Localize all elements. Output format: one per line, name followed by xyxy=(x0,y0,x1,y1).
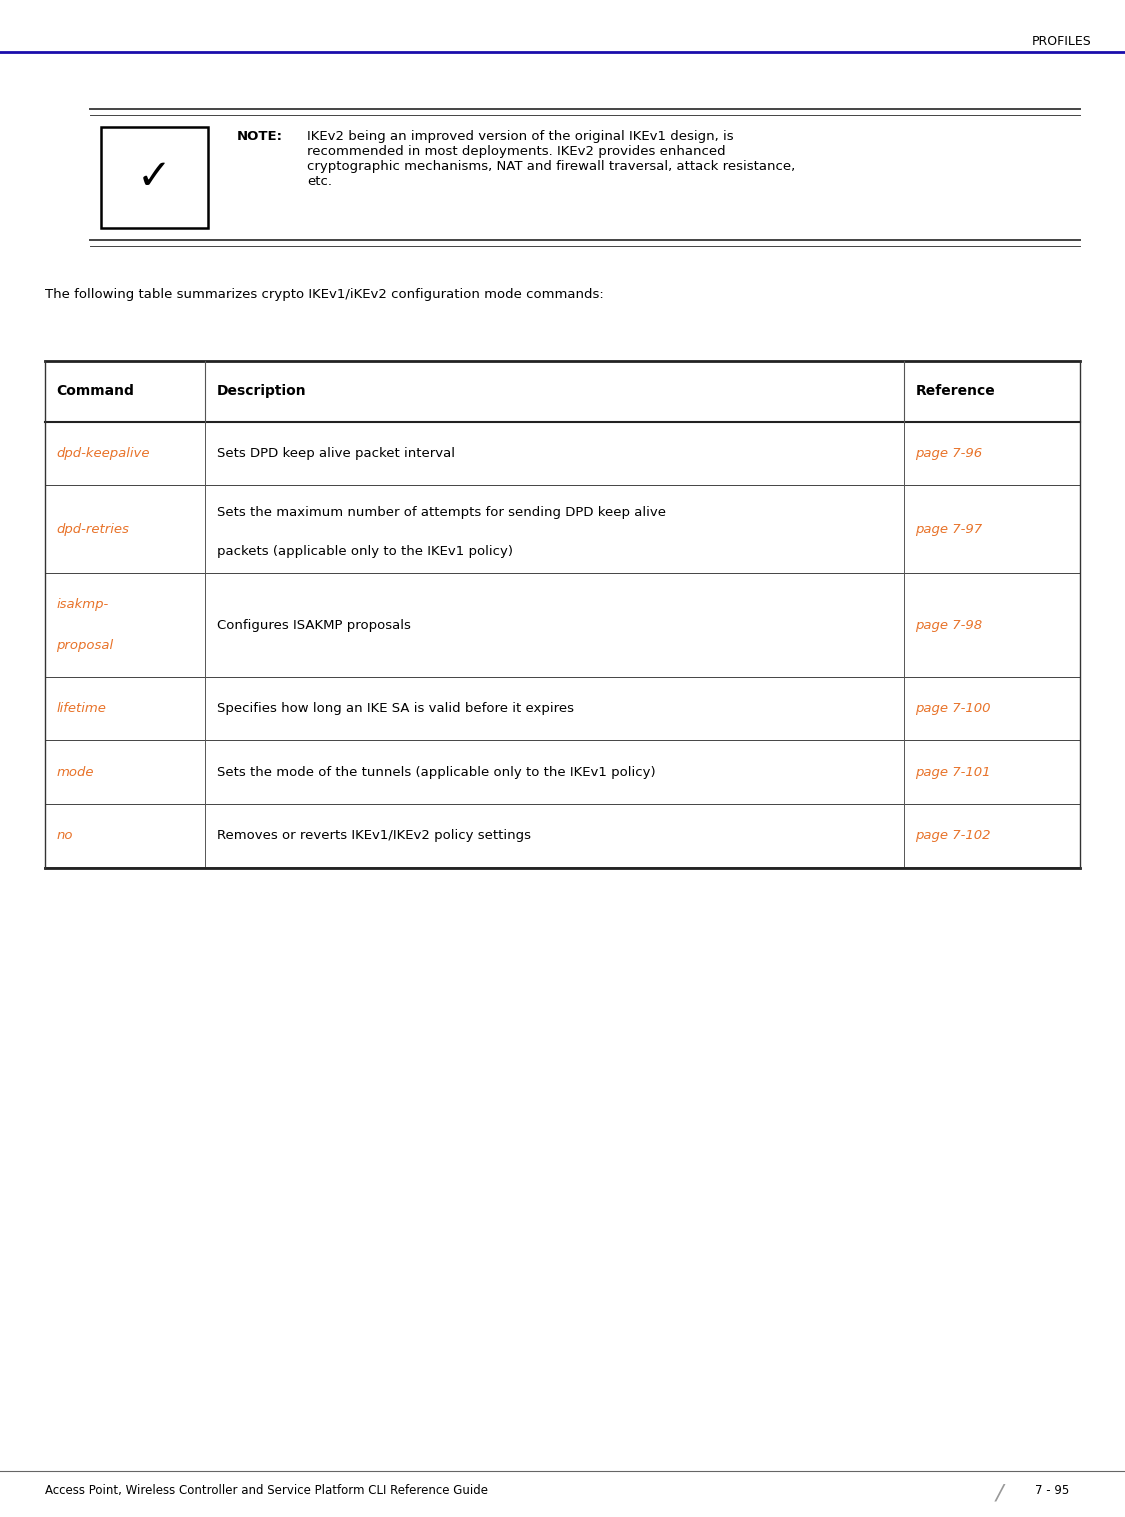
Text: Sets the maximum number of attempts for sending DPD keep alive: Sets the maximum number of attempts for … xyxy=(217,507,666,519)
Text: mode: mode xyxy=(56,766,93,778)
Text: Access Point, Wireless Controller and Service Platform CLI Reference Guide: Access Point, Wireless Controller and Se… xyxy=(45,1484,488,1497)
Text: lifetime: lifetime xyxy=(56,702,106,715)
Text: Command: Command xyxy=(56,384,134,399)
Text: IKEv2 being an improved version of the original IKEv1 design, is
recommended in : IKEv2 being an improved version of the o… xyxy=(307,130,795,188)
Text: 7 - 95: 7 - 95 xyxy=(1035,1484,1069,1497)
Text: proposal: proposal xyxy=(56,640,114,652)
Bar xyxy=(101,127,208,228)
Text: Specifies how long an IKE SA is valid before it expires: Specifies how long an IKE SA is valid be… xyxy=(217,702,574,715)
Text: Configures ISAKMP proposals: Configures ISAKMP proposals xyxy=(217,619,411,631)
Text: Description: Description xyxy=(217,384,306,399)
Text: Sets the mode of the tunnels (applicable only to the IKEv1 policy): Sets the mode of the tunnels (applicable… xyxy=(217,766,655,778)
Text: dpd-retries: dpd-retries xyxy=(56,523,129,536)
Text: no: no xyxy=(56,830,73,842)
Text: page 7-96: page 7-96 xyxy=(916,448,982,460)
Text: packets (applicable only to the IKEv1 policy): packets (applicable only to the IKEv1 po… xyxy=(217,545,513,558)
Text: page 7-102: page 7-102 xyxy=(916,830,991,842)
Text: NOTE:: NOTE: xyxy=(236,130,282,144)
Text: page 7-101: page 7-101 xyxy=(916,766,991,778)
Text: Removes or reverts IKEv1/IKEv2 policy settings: Removes or reverts IKEv1/IKEv2 policy se… xyxy=(217,830,531,842)
Text: Sets DPD keep alive packet interval: Sets DPD keep alive packet interval xyxy=(217,448,454,460)
Text: page 7-98: page 7-98 xyxy=(916,619,982,631)
Text: dpd-keepalive: dpd-keepalive xyxy=(56,448,150,460)
Text: /: / xyxy=(996,1484,1004,1503)
Text: isakmp-: isakmp- xyxy=(56,598,108,611)
Text: page 7-97: page 7-97 xyxy=(916,523,982,536)
Text: PROFILES: PROFILES xyxy=(1032,35,1091,49)
Text: The following table summarizes crypto IKEv1/iKEv2 configuration mode commands:: The following table summarizes crypto IK… xyxy=(45,288,604,302)
Text: Reference: Reference xyxy=(916,384,994,399)
Text: ✓: ✓ xyxy=(137,156,172,199)
Text: page 7-100: page 7-100 xyxy=(916,702,991,715)
